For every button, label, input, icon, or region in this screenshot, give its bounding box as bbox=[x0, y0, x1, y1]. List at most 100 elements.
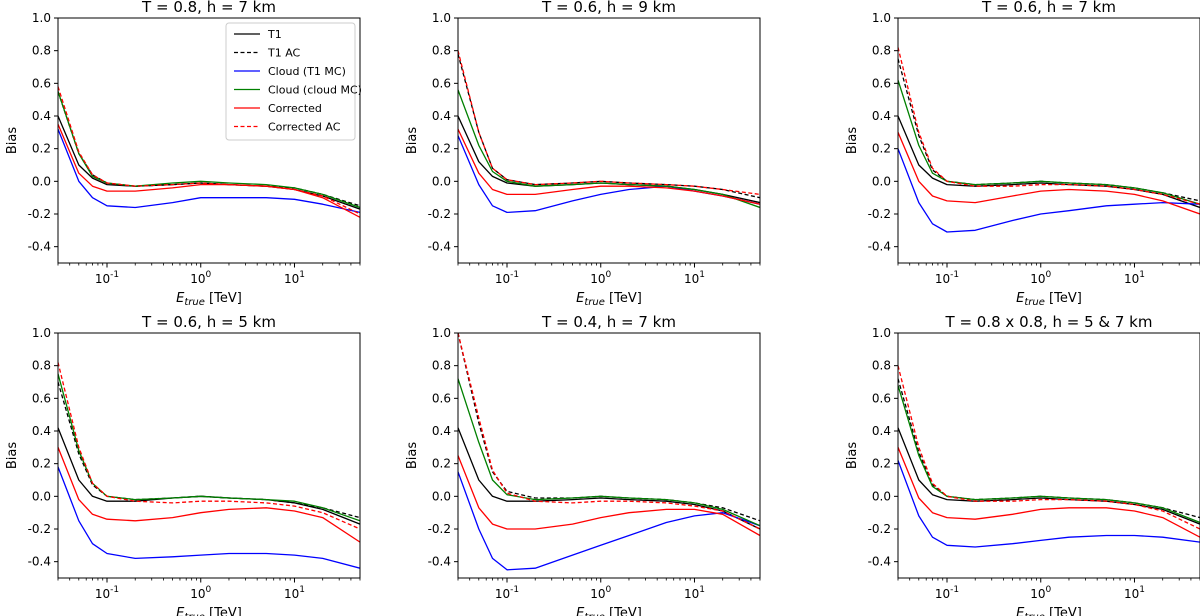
y-tick-label: 0.8 bbox=[432, 359, 451, 373]
y-tick-label: 1.0 bbox=[32, 11, 51, 25]
series-line-cloud-t1-mc bbox=[898, 148, 1200, 233]
x-axis-label: Etrue [TeV] bbox=[1016, 291, 1082, 308]
chart-title: T = 0.6, h = 7 km bbox=[981, 0, 1116, 16]
x-tick-label: 101 bbox=[1124, 270, 1145, 286]
y-tick-label: 0.4 bbox=[872, 109, 891, 123]
plot-frame bbox=[457, 332, 761, 579]
series-line-cloud-cloud-mc bbox=[898, 79, 1200, 205]
series-line-cloud-t1-mc bbox=[458, 471, 760, 571]
series-line-corrected bbox=[58, 123, 360, 218]
y-tick-label: 0.2 bbox=[432, 142, 451, 156]
series-line-corrected bbox=[898, 132, 1200, 215]
x-tick-label: 10-1 bbox=[495, 270, 519, 286]
legend-label: Corrected bbox=[268, 102, 322, 115]
legend-label: Cloud (T1 MC) bbox=[268, 65, 346, 78]
chart-title: T = 0.8 x 0.8, h = 5 & 7 km bbox=[945, 313, 1153, 331]
y-tick-label: -0.4 bbox=[868, 240, 891, 254]
series-line-cloud-cloud-mc bbox=[898, 385, 1200, 524]
y-tick-label: -0.2 bbox=[428, 207, 451, 221]
x-tick-label: 10-1 bbox=[935, 270, 959, 286]
y-tick-label: -0.4 bbox=[428, 555, 451, 569]
y-tick-label: 1.0 bbox=[872, 11, 891, 25]
x-axis-label: Etrue [TeV] bbox=[176, 606, 242, 616]
x-tick-label: 10-1 bbox=[935, 585, 959, 601]
chart-panel: T = 0.4, h = 7 km -0.4 -0.2 0.0 0.2 0.4 0.6 0.8… bbox=[405, 313, 761, 616]
y-tick-label: 0.6 bbox=[872, 391, 891, 405]
y-tick-label: 0.2 bbox=[32, 457, 51, 471]
y-axis-label: Bias bbox=[405, 127, 420, 154]
y-tick-label: -0.2 bbox=[28, 522, 51, 536]
x-tick-label: 100 bbox=[590, 585, 611, 601]
y-tick-label: 0.0 bbox=[32, 174, 51, 188]
y-axis-label: Bias bbox=[845, 127, 860, 154]
x-tick-label: 100 bbox=[1030, 270, 1051, 286]
y-tick-label: -0.2 bbox=[868, 207, 891, 221]
y-tick-label: -0.2 bbox=[428, 522, 451, 536]
plot-area bbox=[458, 18, 760, 263]
y-axis-label: Bias bbox=[5, 442, 20, 469]
series-line-corrected-ac bbox=[58, 362, 360, 530]
y-tick-label: 0.0 bbox=[432, 489, 451, 503]
y-tick-label: 1.0 bbox=[432, 326, 451, 340]
plot-frame bbox=[897, 17, 1200, 264]
y-tick-label: 0.2 bbox=[872, 457, 891, 471]
y-tick-label: 0.6 bbox=[32, 76, 51, 90]
y-tick-label: -0.4 bbox=[28, 555, 51, 569]
chart-panel: T = 0.6, h = 9 km -0.4 -0.2 0.0 0.2 0.4 0.6 0.8… bbox=[405, 0, 761, 308]
plot-area bbox=[458, 333, 760, 578]
y-axis-label: Bias bbox=[405, 442, 420, 469]
series-line-corrected-ac bbox=[58, 86, 360, 215]
y-tick-label: 0.0 bbox=[872, 174, 891, 188]
chart-title: T = 0.6, h = 9 km bbox=[541, 0, 676, 16]
y-tick-label: 0.4 bbox=[32, 109, 51, 123]
chart-panel: T = 0.8, h = 7 km -0.4 -0.2 0.0 0.2 0.4 0.6 0.8… bbox=[5, 0, 362, 308]
x-tick-label: 100 bbox=[190, 585, 211, 601]
y-tick-label: 1.0 bbox=[432, 11, 451, 25]
series-line-cloud-cloud-mc bbox=[458, 89, 760, 209]
series-line-t1 bbox=[458, 427, 760, 530]
x-tick-label: 100 bbox=[590, 270, 611, 286]
series-line-cloud-t1-mc bbox=[898, 460, 1200, 548]
series-line-corrected-ac bbox=[898, 365, 1200, 530]
y-tick-label: 0.4 bbox=[32, 424, 51, 438]
y-tick-label: 0.0 bbox=[432, 174, 451, 188]
x-tick-label: 101 bbox=[684, 585, 705, 601]
y-tick-label: 0.4 bbox=[432, 424, 451, 438]
legend-label: T1 bbox=[267, 28, 282, 41]
y-tick-label: 0.8 bbox=[32, 359, 51, 373]
x-axis-label: Etrue [TeV] bbox=[176, 291, 242, 308]
y-tick-label: 0.8 bbox=[872, 44, 891, 58]
x-axis-label: Etrue [TeV] bbox=[576, 291, 642, 308]
x-tick-label: 100 bbox=[1030, 585, 1051, 601]
y-tick-label: 0.0 bbox=[872, 489, 891, 503]
y-tick-label: 0.6 bbox=[432, 391, 451, 405]
chart-title: T = 0.8, h = 7 km bbox=[141, 0, 276, 16]
x-axis-label: Etrue [TeV] bbox=[576, 606, 642, 616]
series-line-cloud-cloud-mc bbox=[58, 91, 360, 209]
chart-panel: T = 0.8 x 0.8, h = 5 & 7 km -0.4 -0.2 0.0 0.… bbox=[845, 313, 1200, 616]
y-tick-label: -0.4 bbox=[428, 240, 451, 254]
y-tick-label: 0.2 bbox=[872, 142, 891, 156]
plot-area bbox=[898, 18, 1200, 263]
y-tick-label: 0.6 bbox=[32, 391, 51, 405]
y-tick-label: 0.2 bbox=[32, 142, 51, 156]
legend-label: Corrected AC bbox=[268, 121, 341, 134]
y-tick-label: 0.8 bbox=[872, 359, 891, 373]
y-tick-label: 0.4 bbox=[872, 424, 891, 438]
y-tick-label: 0.4 bbox=[432, 109, 451, 123]
y-tick-label: 1.0 bbox=[32, 326, 51, 340]
y-axis-label: Bias bbox=[845, 442, 860, 469]
chart-title: T = 0.6, h = 5 km bbox=[141, 313, 276, 331]
series-line-cloud-t1-mc bbox=[58, 466, 360, 569]
y-tick-label: 0.0 bbox=[32, 489, 51, 503]
x-axis-label: Etrue [TeV] bbox=[1016, 606, 1082, 616]
plot-frame bbox=[57, 17, 361, 264]
x-tick-label: 101 bbox=[284, 270, 305, 286]
series-line-corrected bbox=[458, 455, 760, 537]
legend-label: Cloud (cloud MC) bbox=[268, 84, 362, 97]
y-tick-label: 0.6 bbox=[432, 76, 451, 90]
y-axis-label: Bias bbox=[5, 127, 20, 154]
plot-frame bbox=[57, 332, 361, 579]
series-line-corrected bbox=[458, 128, 760, 205]
